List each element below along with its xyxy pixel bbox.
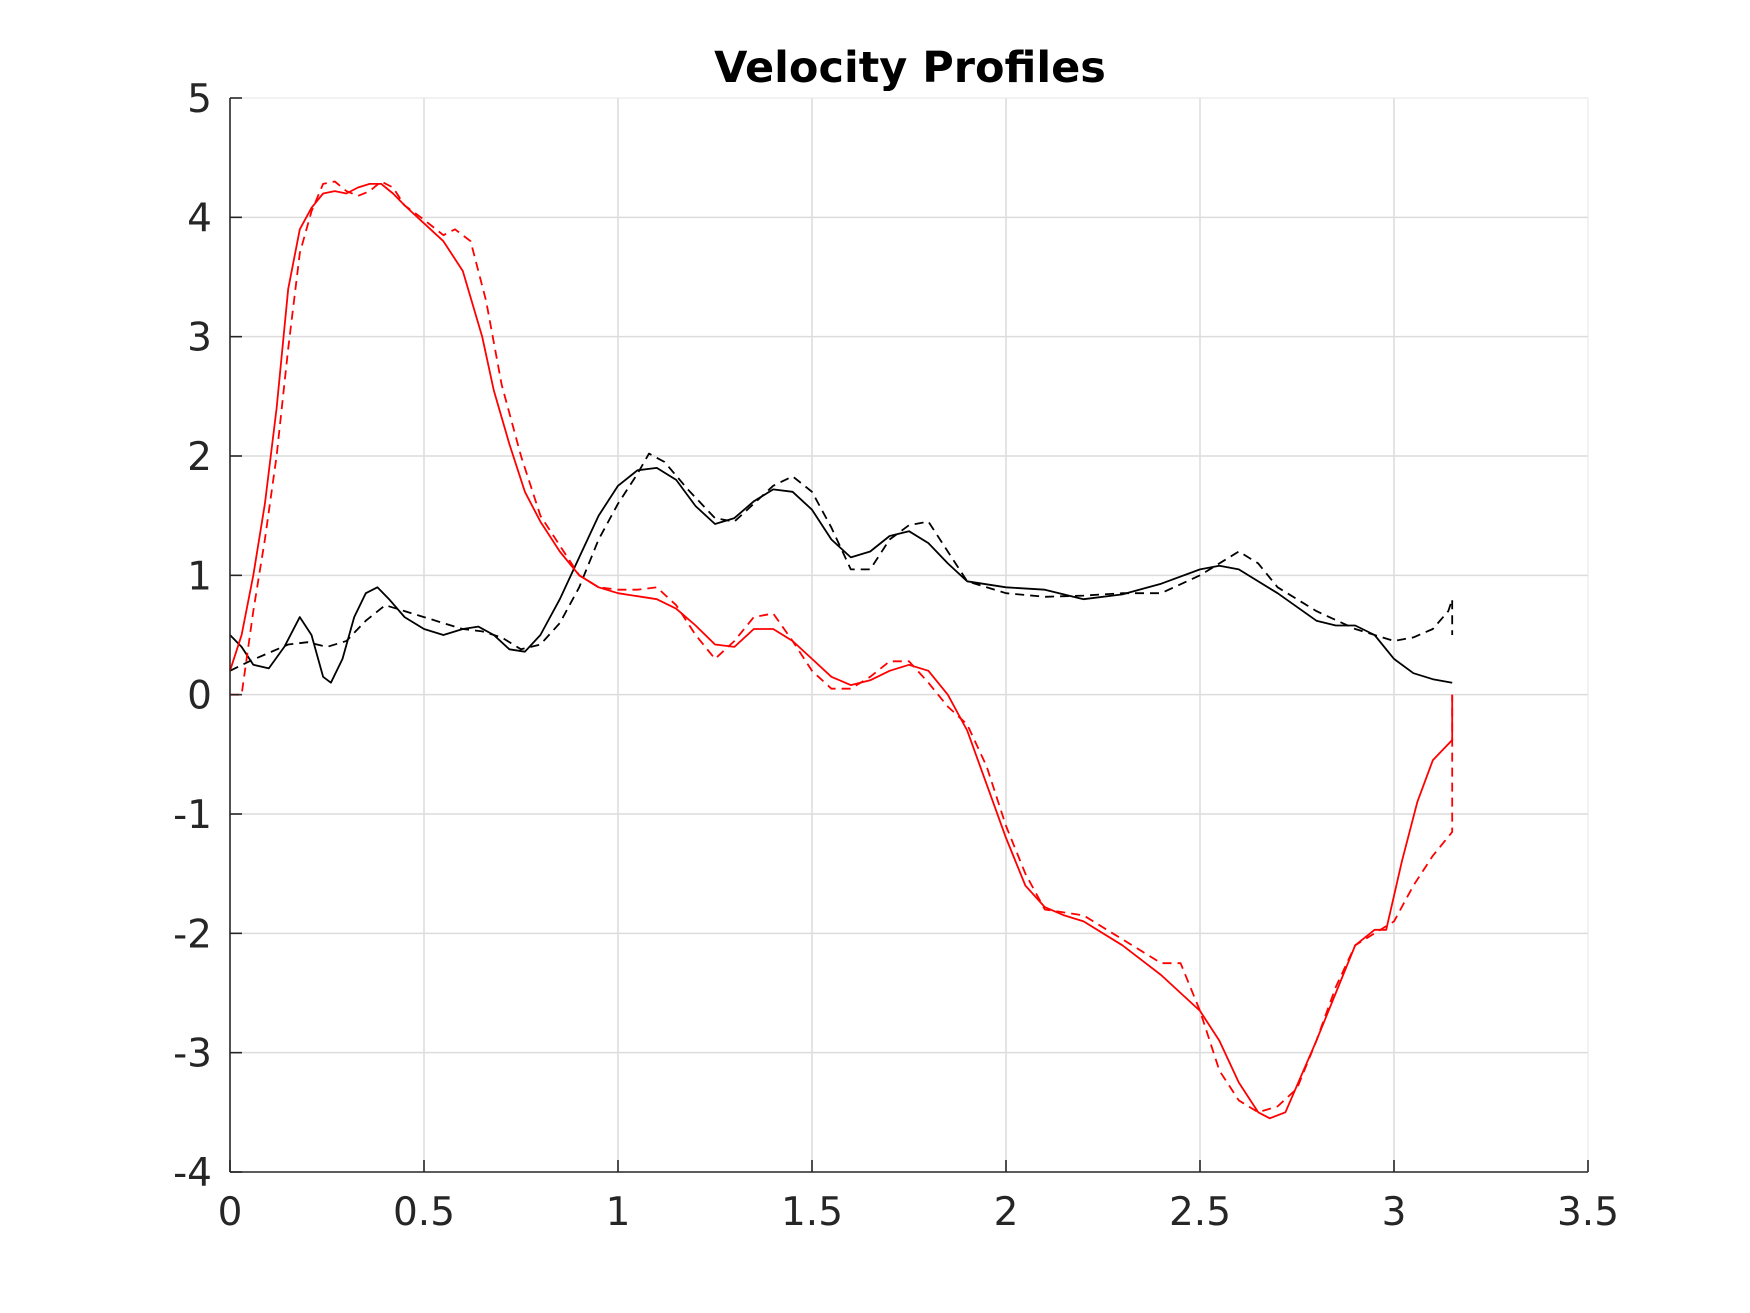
series-line-4	[230, 180, 1454, 1114]
y-tick-label: 2	[187, 435, 212, 480]
x-tick-label: 2.5	[1169, 1190, 1231, 1235]
y-tick-label: 4	[187, 196, 212, 241]
x-tick-label: 0.5	[393, 1190, 455, 1235]
series-line-1	[229, 467, 1453, 684]
x-tick-label: 1	[606, 1190, 631, 1235]
y-tick-label: -4	[173, 1151, 212, 1196]
series-group	[229, 180, 1454, 1120]
y-tick-label: -1	[173, 793, 212, 838]
y-tick-label: 5	[187, 77, 212, 122]
x-tick-label: 0	[218, 1190, 243, 1235]
series-line-2	[229, 452, 1454, 672]
y-tick-label: 1	[187, 554, 212, 599]
grid	[229, 97, 1589, 1173]
x-tick-label: 3.5	[1557, 1190, 1619, 1235]
y-tick-label: 3	[187, 316, 212, 361]
x-tick-label: 1.5	[781, 1190, 843, 1235]
x-tick-label: 2	[994, 1190, 1019, 1235]
y-tick-label: -3	[173, 1032, 212, 1077]
y-tick-label: -2	[173, 912, 212, 957]
x-tick-label: 3	[1382, 1190, 1407, 1235]
axes: 0 0.5 1 1.5 2 2.5 3 3.5 -4 -3 -2 -1 0 1 2 3 4 5	[173, 77, 1619, 1235]
chart-title: Velocity Profiles	[714, 43, 1106, 93]
series-line-3	[229, 183, 1454, 1120]
y-tick-label: 0	[187, 674, 212, 719]
